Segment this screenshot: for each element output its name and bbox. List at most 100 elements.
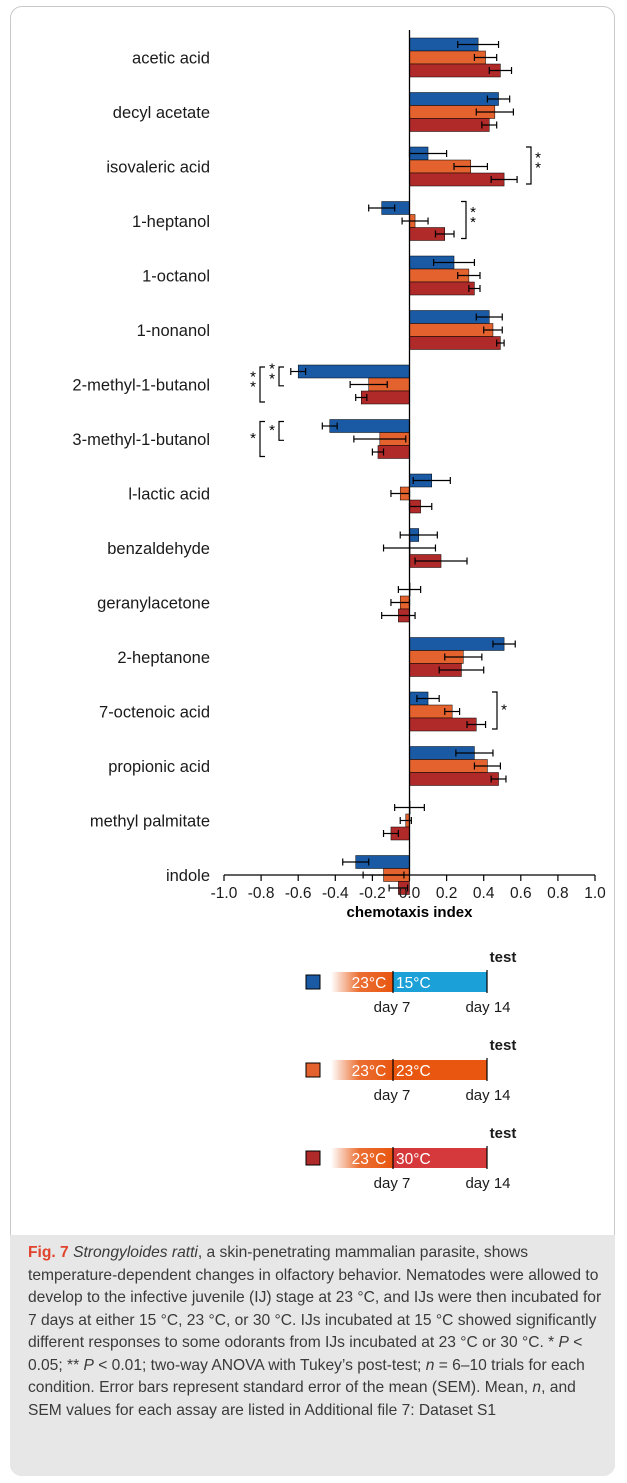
significance-bracket (492, 691, 498, 730)
legend-day-end: day 14 (465, 1087, 510, 1104)
bar (409, 717, 477, 732)
category-label: decyl acetate (113, 104, 210, 122)
bar (409, 118, 490, 132)
significance-bracket (278, 420, 284, 441)
caption-body-3: < 0.01; two-way ANOVA with Tukey’s post-… (93, 1356, 426, 1374)
bar (409, 336, 501, 350)
legend-bar-left (331, 1060, 393, 1080)
significance-star: * (269, 422, 275, 439)
category-label: 1-octanol (142, 268, 210, 286)
legend-bar-right (393, 1060, 487, 1080)
significance-star: * (269, 361, 275, 378)
legend-group: test 23°C 15°C day 7 day 14 test 23°C 23°C day 7… (305, 949, 517, 1192)
legend-right-temp: 30°C (396, 1151, 431, 1168)
legend-left-temp: 23°C (352, 1151, 387, 1168)
x-tick-label: 1.0 (584, 885, 606, 902)
category-label: benzaldehyde (107, 540, 210, 558)
category-label: 7-octenoic acid (99, 704, 210, 722)
legend-test-label: test (490, 1037, 517, 1054)
legend-bar-right (393, 972, 487, 992)
significance-bracket (259, 420, 265, 458)
bar (297, 364, 410, 379)
legend-left-temp: 23°C (352, 1063, 387, 1080)
significance-star: * (250, 379, 256, 396)
legend-swatch (305, 974, 321, 990)
caption-p1: P (558, 1334, 569, 1351)
bar (409, 63, 501, 78)
significance-star: * (470, 204, 476, 221)
legend-bar-left (331, 1148, 393, 1168)
significance-star: * (269, 371, 275, 388)
legend-right-temp: 15°C (396, 975, 431, 992)
legend-day-end: day 14 (465, 999, 510, 1016)
caption-title-rest: , a skin-penetrating mammalian parasite,… (28, 1244, 529, 1284)
category-label: indole (166, 867, 210, 885)
category-label: acetic acid (132, 50, 210, 68)
category-label: geranylacetone (97, 595, 210, 613)
x-axis-label: chemotaxis index (347, 904, 474, 921)
x-tick-label: -0.4 (322, 885, 349, 902)
bar (361, 390, 410, 405)
significance-star: * (501, 702, 507, 719)
significance-bracket (259, 366, 265, 403)
caption-body-1: Nematodes were allowed to develop to the… (28, 1266, 602, 1352)
legend-bar-right (393, 1148, 487, 1168)
bar (409, 323, 494, 337)
bar (409, 172, 505, 187)
x-tick-label: 0.2 (436, 885, 458, 902)
significance-bracket (461, 200, 467, 240)
category-label: 2-methyl-1-butanol (72, 377, 210, 395)
category-label: 1-heptanol (132, 213, 210, 231)
caption-body-4: = 6–10 trials for each condition. Error … (28, 1356, 585, 1397)
legend-swatch (305, 1062, 321, 1078)
figure-caption: Fig. 7 Strongyloides ratti, a skin-penet… (28, 1242, 608, 1422)
significance-star: * (470, 214, 476, 231)
caption-n2: n (532, 1379, 542, 1396)
significance-star: * (250, 430, 256, 447)
legend-test-label: test (490, 1125, 517, 1142)
x-tick-label: 0.8 (547, 885, 569, 902)
bar (409, 281, 475, 296)
category-label: propionic acid (108, 758, 210, 776)
caption-background (10, 1235, 615, 1476)
legend-test-label: test (490, 949, 517, 966)
legend-left-temp: 23°C (352, 975, 387, 992)
category-labels-group: acetic acid decyl acetate isovaleric acid 1… (72, 50, 210, 886)
caption-n1: n (425, 1356, 435, 1374)
bar (329, 419, 410, 433)
caption-body-5: , and SEM values for each assay are list… (28, 1379, 576, 1419)
category-label: methyl palmitate (90, 813, 210, 831)
x-ticks-group: -1.0 -0.8 -0.6 -0.4 -0.2 0.0 0.2 0.4 0.6 0.8 1.0 (211, 875, 606, 902)
caption-body-2: < 0.05; ** (28, 1334, 583, 1374)
bars-group (290, 37, 518, 895)
significance-bracket (278, 366, 284, 387)
x-tick-label: 0.4 (473, 885, 495, 902)
legend-day-start: day 7 (374, 999, 411, 1016)
x-tick-label: 0.6 (510, 885, 532, 902)
category-label: 1-nonanol (137, 322, 210, 340)
significance-star: * (535, 160, 541, 177)
bar (409, 772, 499, 786)
significance-bracket (526, 146, 532, 185)
bar (409, 637, 505, 651)
legend-bar-left (331, 972, 393, 992)
x-tick-label: -0.8 (248, 885, 275, 902)
legend-day-start: day 7 (374, 1087, 411, 1104)
bar (409, 92, 499, 106)
caption-fig-label: Fig. 7 (28, 1244, 69, 1261)
significance-star: * (535, 150, 541, 167)
legend-swatch (305, 1150, 321, 1166)
x-tick-label: -1.0 (211, 885, 238, 902)
bar-chart: -1.0 -0.8 -0.6 -0.4 -0.2 0.0 0.2 0.4 0.6 0.8 1.0 a… (72, 30, 606, 1192)
legend-day-start: day 7 (374, 1175, 411, 1192)
x-tick-label: -0.2 (359, 885, 386, 902)
caption-p2: P (83, 1356, 94, 1374)
category-label: 3-methyl-1-butanol (72, 431, 210, 449)
x-tick-label: -0.6 (285, 885, 312, 902)
legend-right-temp: 23°C (396, 1063, 431, 1080)
significance-star: * (250, 369, 256, 386)
category-label: 2-heptanone (117, 649, 210, 667)
significance-group: ********* ** (250, 146, 541, 730)
category-label: l-lactic acid (128, 486, 210, 504)
x-tick-label: 0.0 (399, 885, 421, 902)
